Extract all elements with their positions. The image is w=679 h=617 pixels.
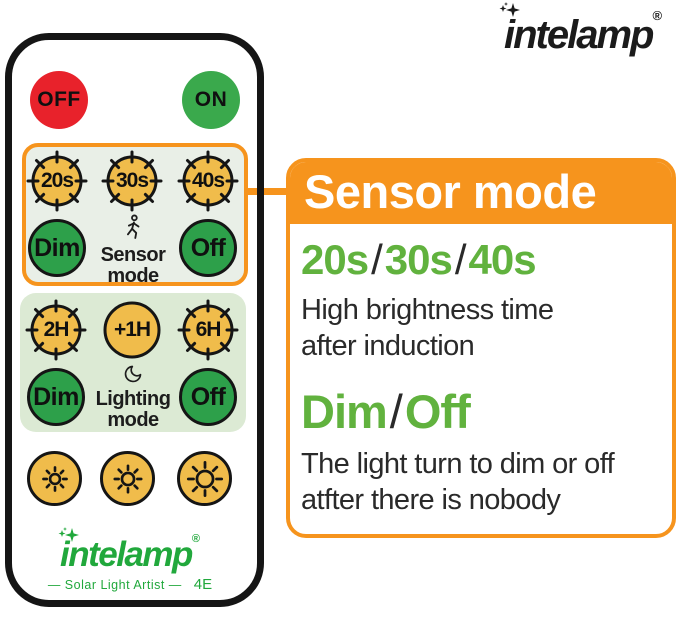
model-number: 4E (193, 576, 213, 593)
brand-tagline: — Solar Light Artist —4E (47, 576, 213, 593)
sensor-dim-button[interactable]: Dim (28, 219, 86, 277)
plain-dial-icon (103, 301, 161, 359)
power-off-button[interactable]: OFF (30, 71, 88, 129)
sensor-off-button[interactable]: Off (179, 219, 237, 277)
brand-wordmark: intelamp® (59, 533, 201, 574)
slash-separator: / (371, 236, 383, 283)
slash-separator: / (454, 236, 467, 283)
brightness-low-icon (41, 465, 68, 492)
motion-sensor-person-icon (127, 214, 140, 239)
timer-dial-icon (177, 150, 239, 212)
sparkle-icon (58, 527, 79, 542)
callout-header: Sensor mode (290, 162, 672, 224)
callout-connector-line (246, 188, 292, 195)
lighting-timer-2h-button[interactable]: 2H (25, 299, 87, 361)
lighting-mode-label: Lighting mode (87, 364, 179, 431)
timer-dial-icon (25, 299, 87, 361)
brightness-high-icon (186, 460, 223, 497)
timer-dial-icon (177, 299, 239, 361)
slash-separator: / (389, 385, 403, 438)
brand-logo-top: intelamp® (494, 2, 679, 58)
brightness-low-button[interactable] (27, 451, 82, 506)
sensor-timer-20s-button[interactable]: 20s (26, 150, 88, 212)
brightness-high-button[interactable] (177, 451, 232, 506)
timer-options-line: 20s/30s/40s (301, 236, 537, 283)
callout-title: Sensor mode (304, 165, 597, 218)
registered-mark: ® (191, 533, 201, 545)
brand-wordmark: intelamp® (504, 8, 663, 57)
timer-dial-icon (26, 150, 88, 212)
lighting-timer-plus1h-button[interactable]: +1H (101, 299, 163, 361)
lighting-timer-6h-button[interactable]: 6H (177, 299, 239, 361)
brightness-medium-icon (112, 463, 143, 494)
registered-mark: ® (652, 8, 663, 23)
sensor-mode-callout: Sensor mode 20s/30s/40s High brightness … (286, 158, 676, 538)
moon-icon (124, 365, 142, 383)
timer-dial-icon (101, 150, 163, 212)
brand-logo-bottom: intelamp® — Solar Light Artist —4E (5, 521, 255, 593)
sparkle-icon (499, 2, 520, 17)
lighting-dim-button[interactable]: Dim (27, 368, 85, 426)
state-description: The light turn to dim or off atfter ther… (301, 448, 615, 516)
lighting-off-button[interactable]: Off (179, 368, 237, 426)
timer-description: High brightness time after induction (301, 294, 554, 362)
power-on-button[interactable]: ON (182, 71, 240, 129)
brightness-medium-button[interactable] (100, 451, 155, 506)
sensor-mode-label: Sensor mode (87, 214, 179, 287)
state-options-line: Dim/Off (301, 385, 471, 438)
sensor-timer-30s-button[interactable]: 30s (101, 150, 163, 212)
remote-control: OFF ON 20s (5, 33, 264, 607)
sensor-timer-40s-button[interactable]: 40s (177, 150, 239, 212)
callout-body: 20s/30s/40s High brightness time after i… (290, 228, 672, 518)
